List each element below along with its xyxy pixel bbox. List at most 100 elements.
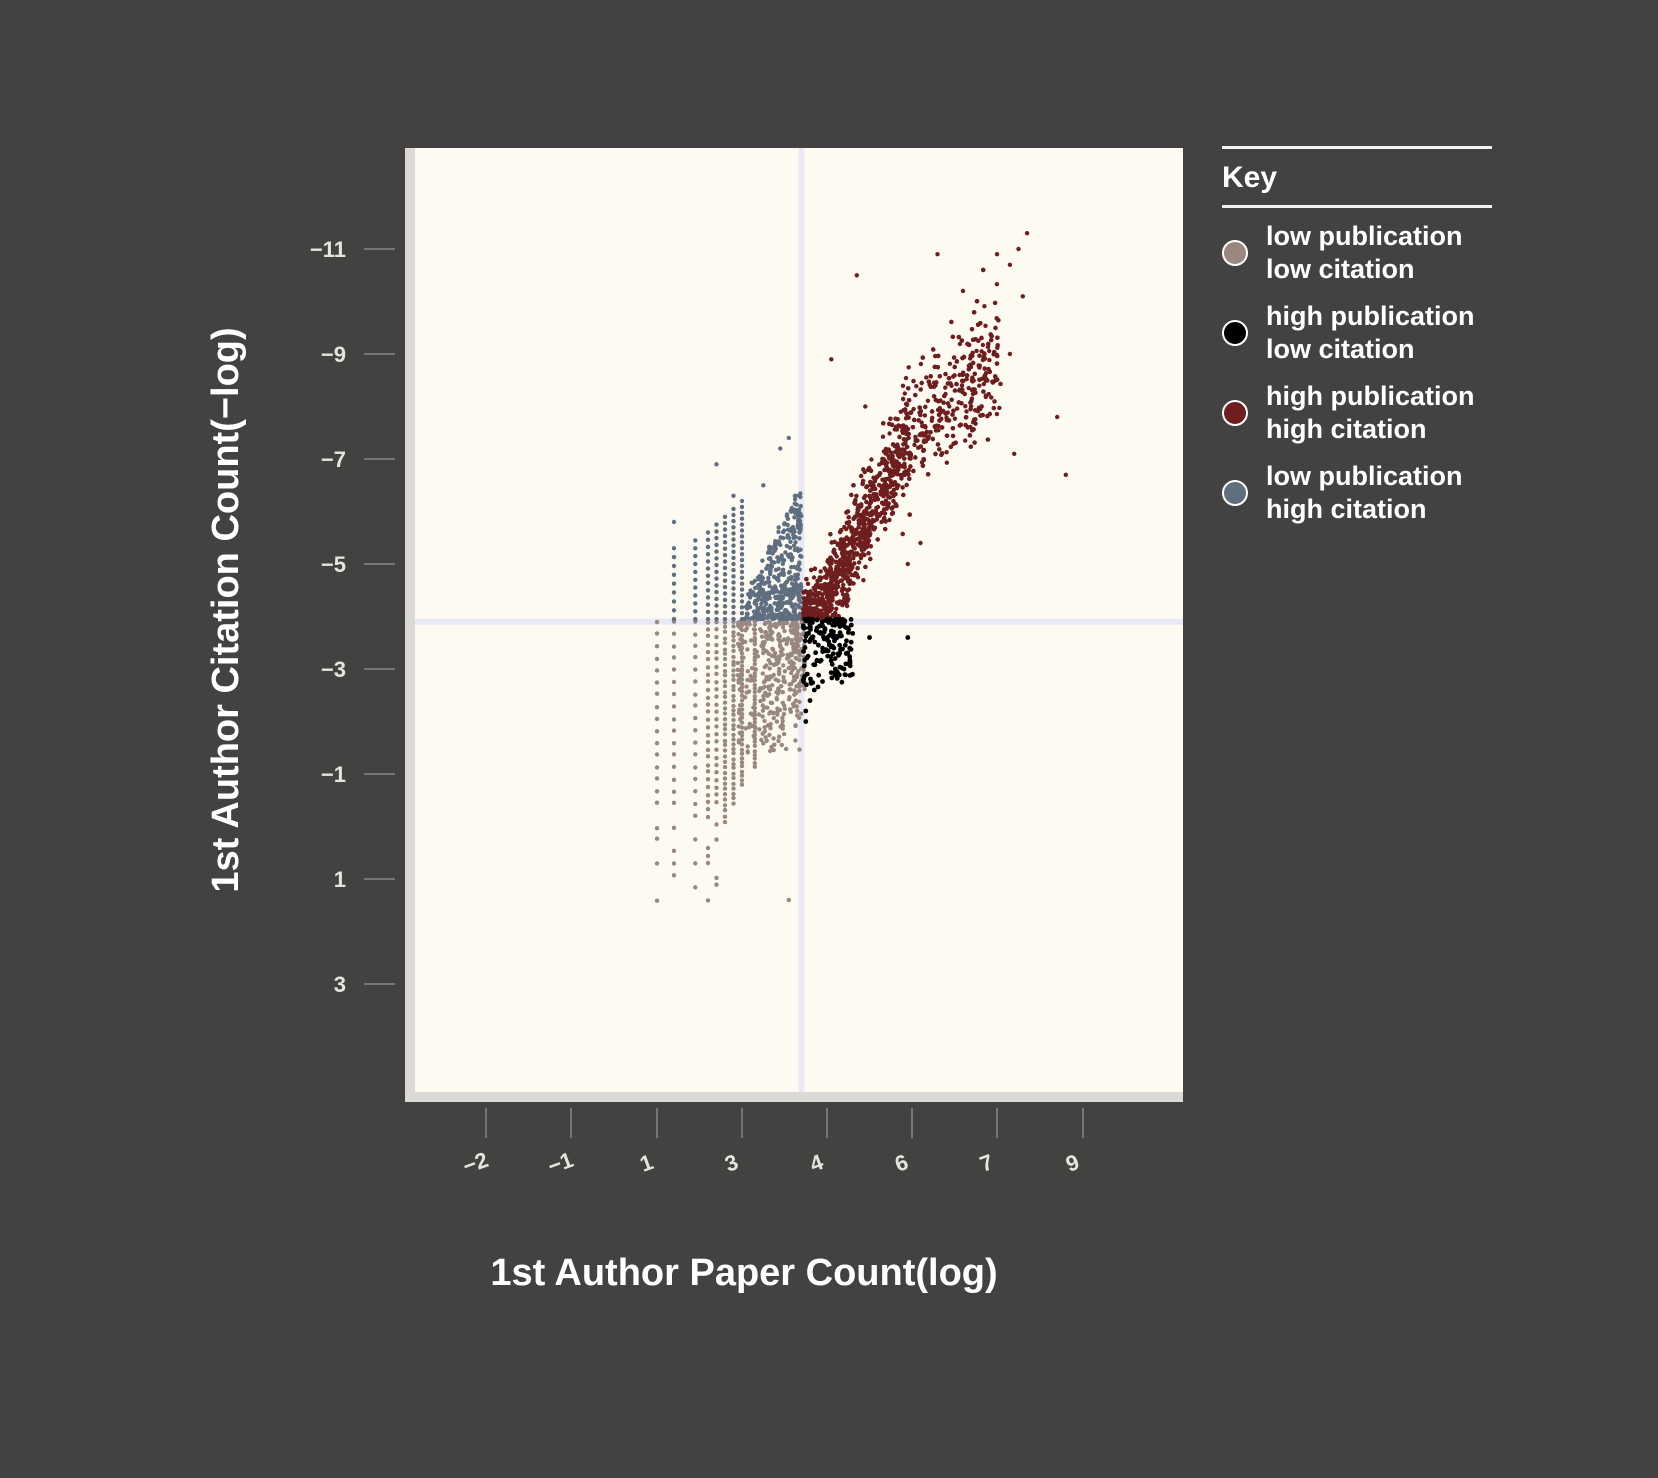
point-low-pub-low-cit bbox=[753, 725, 758, 730]
point-high-pub-high-cit bbox=[925, 436, 931, 441]
point-high-pub-low-cit bbox=[812, 662, 818, 668]
point-low-pub-low-cit bbox=[768, 726, 773, 731]
point-low-pub-high-cit bbox=[714, 522, 719, 527]
point-low-pub-high-cit bbox=[705, 559, 711, 564]
point-high-pub-low-cit bbox=[839, 633, 844, 639]
point-high-pub-high-cit bbox=[889, 422, 895, 428]
point-low-pub-low-cit bbox=[705, 620, 711, 625]
point-low-pub-high-cit bbox=[714, 589, 719, 595]
point-high-pub-high-cit bbox=[855, 505, 861, 510]
point-high-pub-high-cit bbox=[983, 393, 989, 398]
point-high-pub-low-cit bbox=[808, 636, 813, 642]
point-high-pub-high-cit bbox=[854, 273, 859, 278]
point-high-pub-high-cit bbox=[850, 565, 855, 570]
point-high-pub-high-cit bbox=[902, 461, 907, 467]
point-high-pub-high-cit bbox=[983, 323, 988, 328]
point-low-pub-low-cit bbox=[722, 819, 728, 825]
point-low-pub-high-cit bbox=[798, 503, 803, 509]
point-high-pub-high-cit bbox=[842, 555, 848, 560]
point-high-pub-low-cit bbox=[828, 670, 834, 675]
point-low-pub-low-cit bbox=[789, 638, 794, 643]
point-low-pub-low-cit bbox=[770, 647, 776, 652]
point-high-pub-high-cit bbox=[820, 597, 825, 602]
point-low-pub-low-cit bbox=[796, 715, 802, 720]
point-low-pub-low-cit bbox=[759, 634, 765, 639]
point-low-pub-high-cit bbox=[762, 605, 767, 610]
point-high-pub-high-cit bbox=[987, 369, 992, 374]
point-low-pub-high-cit bbox=[705, 588, 711, 593]
point-high-pub-high-cit bbox=[969, 398, 974, 404]
point-low-pub-high-cit bbox=[786, 527, 791, 532]
point-low-pub-low-cit bbox=[731, 654, 736, 660]
point-low-pub-high-cit bbox=[766, 556, 772, 561]
point-high-pub-high-cit bbox=[982, 356, 988, 361]
point-low-pub-low-cit bbox=[753, 667, 758, 672]
point-high-pub-high-cit bbox=[921, 447, 926, 453]
point-high-pub-high-cit bbox=[888, 416, 893, 421]
point-low-pub-low-cit bbox=[714, 702, 719, 707]
point-low-pub-low-cit bbox=[705, 807, 711, 812]
point-low-pub-high-cit bbox=[779, 588, 784, 593]
point-high-pub-high-cit bbox=[946, 418, 952, 423]
point-high-pub-high-cit bbox=[902, 456, 907, 461]
point-high-pub-high-cit bbox=[846, 515, 851, 520]
point-high-pub-high-cit bbox=[821, 603, 826, 608]
point-high-pub-low-cit bbox=[848, 622, 854, 628]
point-low-pub-low-cit bbox=[738, 647, 743, 652]
point-high-pub-low-cit bbox=[846, 630, 851, 635]
point-low-pub-low-cit bbox=[764, 738, 769, 743]
point-low-pub-high-cit bbox=[797, 530, 802, 535]
point-low-pub-low-cit bbox=[772, 742, 777, 747]
point-high-pub-high-cit bbox=[963, 422, 968, 428]
point-low-pub-low-cit bbox=[797, 699, 802, 705]
point-high-pub-high-cit bbox=[812, 587, 817, 592]
legend-swatch bbox=[1222, 480, 1248, 506]
point-high-pub-high-cit bbox=[849, 572, 855, 578]
point-high-pub-high-cit bbox=[822, 582, 828, 587]
point-high-pub-high-cit bbox=[862, 522, 867, 527]
point-low-pub-high-cit bbox=[776, 613, 781, 618]
point-high-pub-high-cit bbox=[907, 456, 912, 461]
point-high-pub-low-cit bbox=[829, 675, 835, 681]
point-high-pub-high-cit bbox=[966, 385, 971, 391]
point-high-pub-high-cit bbox=[912, 417, 917, 423]
point-high-pub-high-cit bbox=[881, 457, 886, 462]
point-high-pub-high-cit bbox=[887, 517, 892, 523]
point-low-pub-low-cit bbox=[714, 755, 719, 761]
point-high-pub-low-cit bbox=[803, 618, 809, 624]
point-low-pub-low-cit bbox=[752, 701, 757, 706]
point-low-pub-low-cit bbox=[794, 704, 800, 709]
point-low-pub-low-cit bbox=[745, 669, 750, 674]
point-high-pub-high-cit bbox=[954, 381, 959, 387]
point-high-pub-high-cit bbox=[954, 359, 960, 364]
point-high-pub-low-cit bbox=[843, 651, 849, 656]
point-high-pub-high-cit bbox=[976, 338, 981, 343]
point-low-pub-high-cit bbox=[783, 585, 788, 591]
point-high-pub-high-cit bbox=[925, 472, 931, 477]
point-low-pub-high-cit bbox=[748, 616, 754, 621]
point-low-pub-low-cit bbox=[722, 700, 728, 705]
point-high-pub-high-cit bbox=[883, 526, 888, 532]
point-high-pub-high-cit bbox=[840, 586, 845, 591]
point-high-pub-low-cit bbox=[814, 657, 820, 663]
point-high-pub-high-cit bbox=[996, 318, 1001, 323]
point-high-pub-high-cit bbox=[983, 371, 989, 376]
point-low-pub-low-cit bbox=[746, 619, 752, 624]
point-low-pub-high-cit bbox=[722, 520, 728, 526]
point-low-pub-low-cit bbox=[739, 720, 745, 725]
legend-item-low-pub-high-cit: low publication high citation bbox=[1222, 460, 1492, 526]
point-high-pub-high-cit bbox=[1063, 472, 1069, 477]
point-high-pub-high-cit bbox=[992, 300, 998, 306]
point-low-pub-low-cit bbox=[739, 778, 745, 783]
legend-swatch bbox=[1222, 240, 1248, 266]
point-low-pub-low-cit bbox=[745, 677, 750, 683]
point-high-pub-high-cit bbox=[997, 405, 1002, 411]
point-high-pub-high-cit bbox=[828, 592, 833, 597]
point-high-pub-high-cit bbox=[840, 565, 846, 571]
point-low-pub-low-cit bbox=[671, 631, 677, 636]
point-low-pub-low-cit bbox=[788, 709, 793, 714]
point-low-pub-high-cit bbox=[739, 605, 745, 610]
point-high-pub-low-cit bbox=[832, 656, 838, 661]
point-low-pub-high-cit bbox=[739, 581, 745, 586]
point-high-pub-high-cit bbox=[870, 519, 875, 524]
